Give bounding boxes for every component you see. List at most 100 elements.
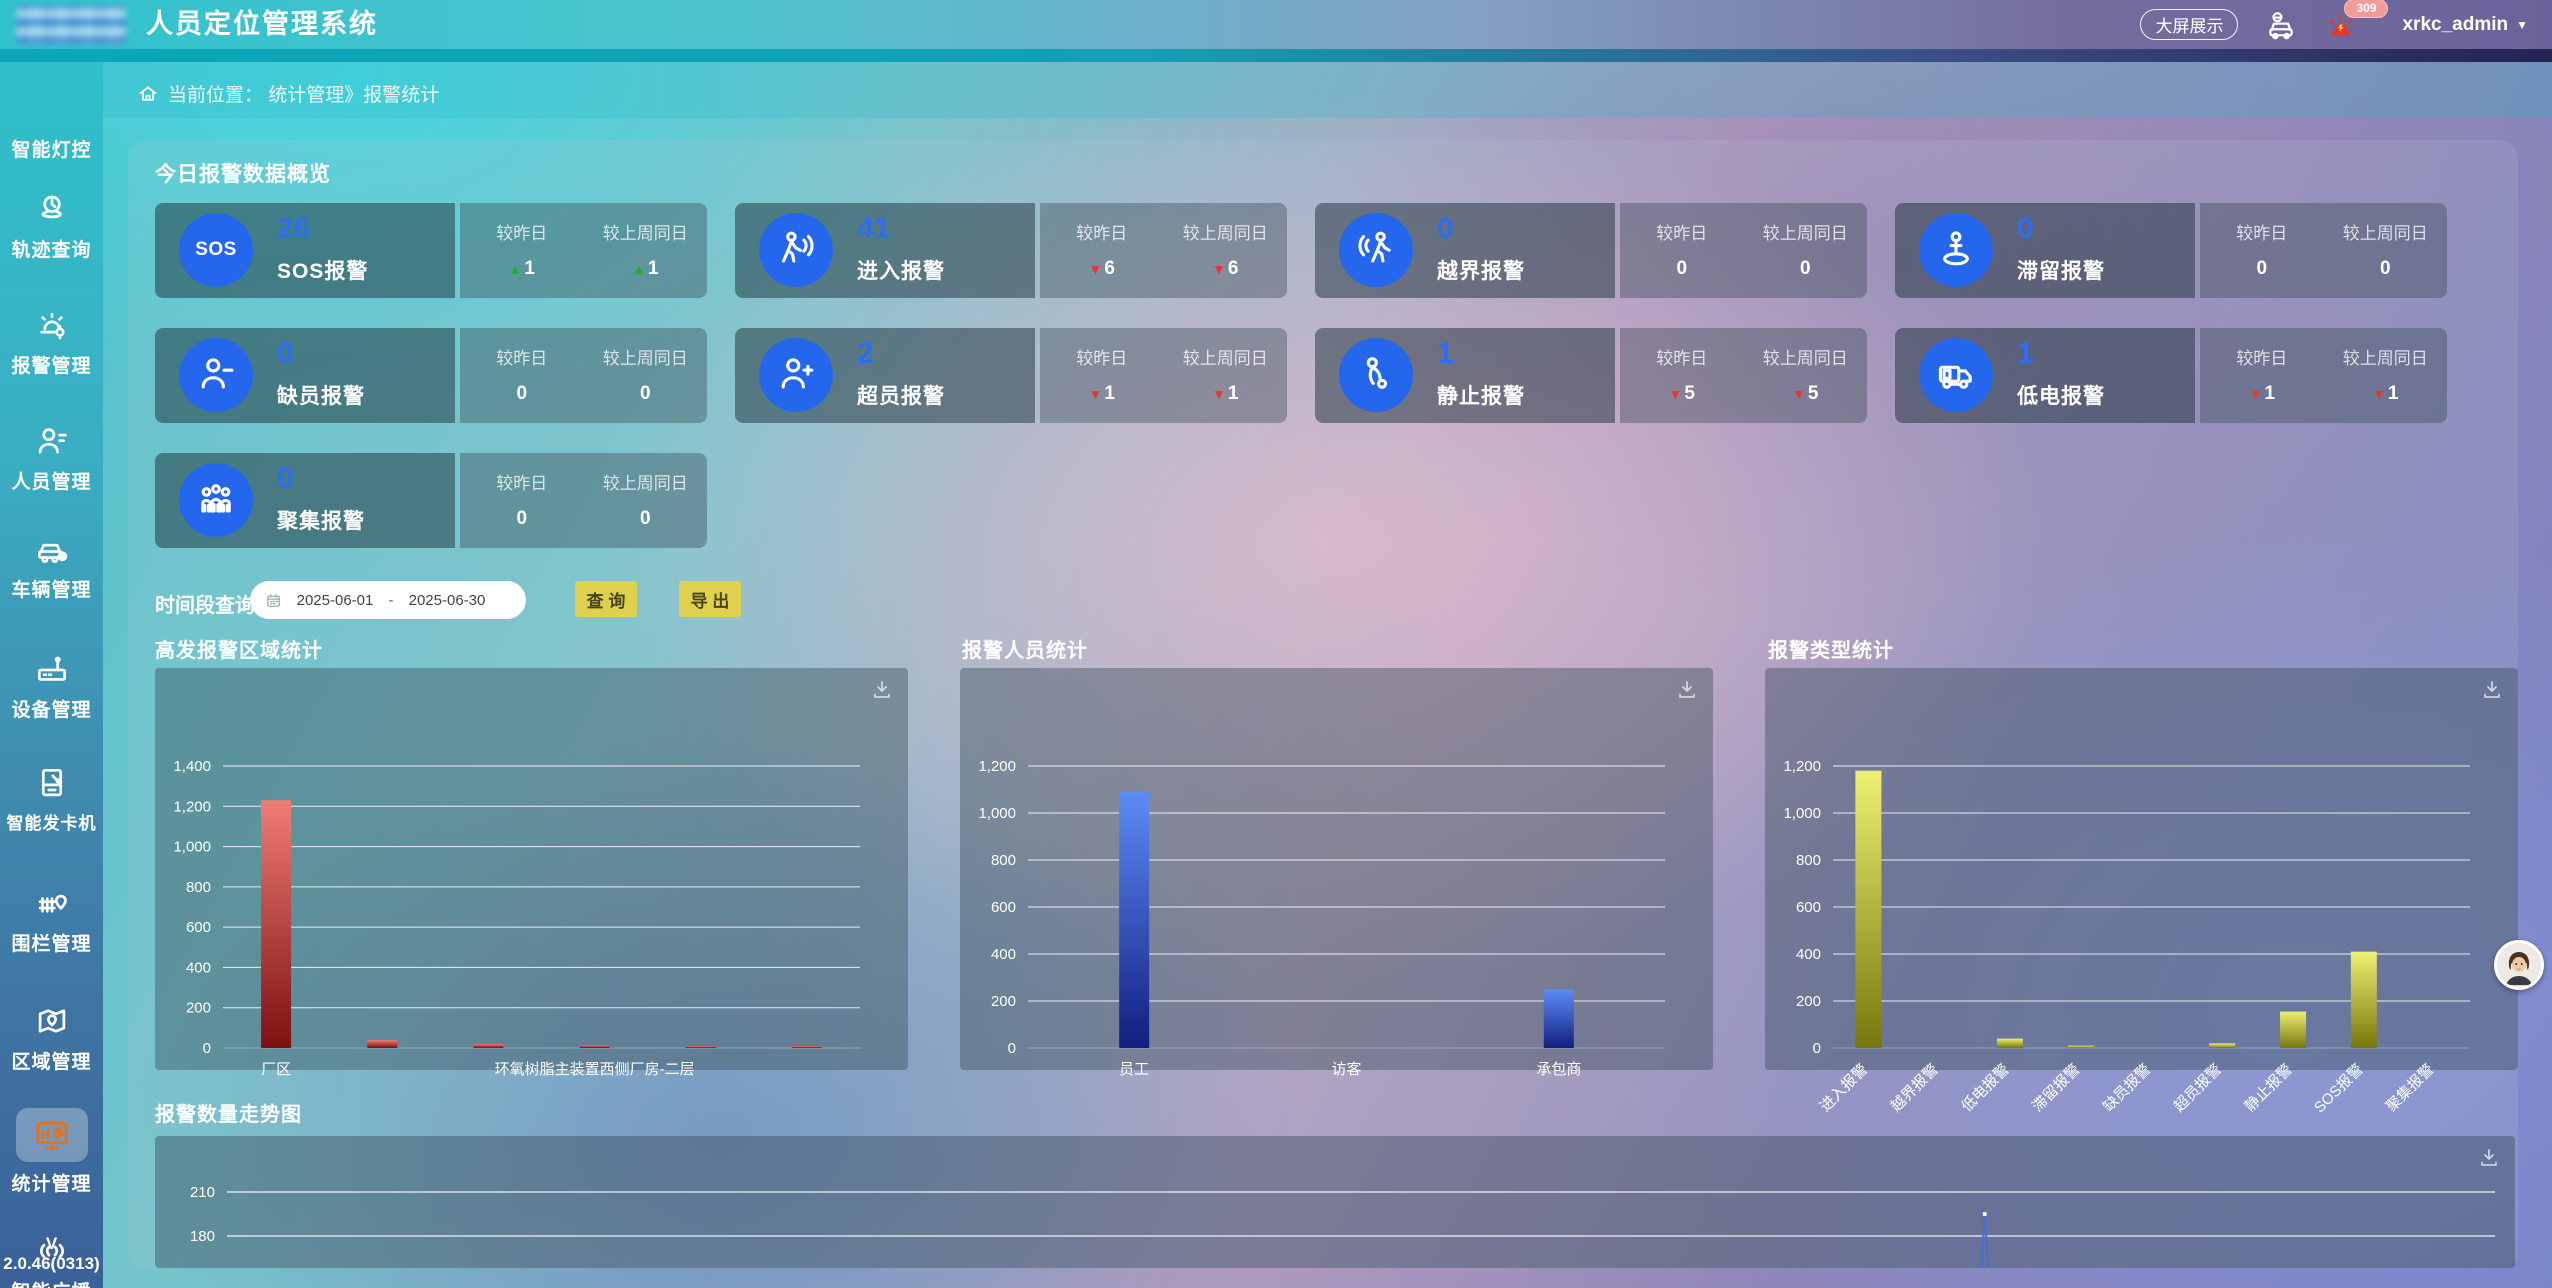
svg-text:静止报警: 静止报警 bbox=[2241, 1061, 2295, 1115]
start-date[interactable]: 2025-06-01 bbox=[296, 591, 374, 609]
time-range-label: 时间段查询： bbox=[155, 595, 275, 617]
bar-chart-svg: 0 200 400 600 800 1,000 1,200 进入报警 越界报警 低电报警 滞留报警缺… bbox=[1783, 758, 2470, 1116]
person-manage-icon bbox=[33, 422, 71, 460]
download-icon[interactable] bbox=[2480, 678, 2504, 702]
trend-line bbox=[1980, 1213, 1990, 1268]
svg-text:180: 180 bbox=[190, 1228, 215, 1245]
download-icon[interactable] bbox=[870, 678, 894, 702]
card-label: 缺员报警 bbox=[277, 385, 365, 408]
sidebar-item-label: 报警管理 bbox=[11, 356, 92, 377]
cross-border-alarm-icon bbox=[1339, 213, 1413, 287]
bar[interactable] bbox=[261, 800, 292, 1048]
bar[interactable] bbox=[2350, 951, 2377, 1048]
chart-title-person: 报警人员统计 bbox=[962, 640, 1088, 662]
overview-card: 1 低电报警 较昨日 ▼ 1 较上周同日 ▼ 1 bbox=[1895, 328, 2447, 423]
bar[interactable] bbox=[367, 1039, 398, 1048]
vehicle-monitor-icon[interactable] bbox=[2264, 8, 2298, 42]
bar[interactable] bbox=[791, 1045, 822, 1048]
svg-text:环氧树脂主装置西侧厂房-二层: 环氧树脂主装置西侧厂房-二层 bbox=[495, 1061, 695, 1078]
bar[interactable] bbox=[1543, 989, 1574, 1048]
bar[interactable] bbox=[685, 1045, 716, 1048]
card-main: 2 超员报警 bbox=[735, 328, 1035, 423]
card-main: SOS 26 SOS报警 bbox=[155, 203, 455, 298]
sidebar-item-device-manage[interactable]: 设备管理 bbox=[0, 650, 103, 722]
card-value: 41 bbox=[857, 212, 891, 245]
bar[interactable] bbox=[1119, 791, 1150, 1048]
card-label: 静止报警 bbox=[1437, 385, 1525, 408]
bar[interactable] bbox=[579, 1044, 610, 1048]
overview-card: 41 进入报警 较昨日 ▼ 6 较上周同日 ▼ 6 bbox=[735, 203, 1287, 298]
svg-text:1,200: 1,200 bbox=[173, 798, 211, 815]
bar[interactable] bbox=[2280, 1011, 2307, 1048]
compare-yesterday-label: 较昨日 bbox=[2236, 224, 2288, 243]
compare-lastweek-value: ▼ 5 bbox=[1792, 383, 1819, 404]
sidebar-item-alarm-manage[interactable]: 报警管理 bbox=[0, 306, 103, 378]
sidebar-item-label: 设备管理 bbox=[11, 700, 92, 721]
bar[interactable] bbox=[1996, 1038, 2023, 1048]
sidebar-item-person-manage[interactable]: 人员管理 bbox=[0, 422, 103, 494]
date-range-input[interactable]: 2025-06-01 - 2025-06-30 bbox=[250, 581, 526, 619]
bar[interactable] bbox=[1855, 770, 1882, 1048]
sidebar-item-area-manage[interactable]: 区域管理 bbox=[0, 1002, 103, 1074]
card-label: 越界报警 bbox=[1437, 260, 1525, 283]
overview-card: 0 越界报警 较昨日 0 较上周同日 0 bbox=[1315, 203, 1867, 298]
sidebar-item-light-control[interactable]: 智能灯控 bbox=[0, 128, 103, 162]
arrow-down-icon: ▼ bbox=[1668, 386, 1683, 402]
area-manage-icon bbox=[33, 1002, 71, 1040]
compare-lastweek-value: ▼ 1 bbox=[1212, 383, 1239, 404]
compare-lastweek-label: 较上周同日 bbox=[2342, 349, 2428, 368]
bar[interactable] bbox=[473, 1043, 504, 1048]
sidebar-item-fence-manage[interactable]: 围栏管理 bbox=[0, 884, 103, 956]
sidebar-item-vehicle-manage[interactable]: 车辆管理 bbox=[0, 530, 103, 602]
svg-text:0: 0 bbox=[203, 1040, 211, 1057]
card-value: 1 bbox=[1437, 337, 1454, 370]
username: xrkc_admin bbox=[2402, 13, 2509, 35]
statistics-manage-icon bbox=[32, 1115, 72, 1155]
alarm-trend-chart: 210 180 bbox=[155, 1136, 2515, 1268]
breadcrumb-band bbox=[103, 62, 2552, 118]
svg-text:200: 200 bbox=[1796, 993, 1821, 1010]
svg-text:缺员报警: 缺员报警 bbox=[2100, 1061, 2154, 1115]
compare-yesterday-label: 较昨日 bbox=[1656, 349, 1708, 368]
chart-title-area: 高发报警区域统计 bbox=[155, 640, 323, 662]
download-icon[interactable] bbox=[1675, 678, 1699, 702]
end-date[interactable]: 2025-06-30 bbox=[408, 591, 486, 609]
svg-text:厂区: 厂区 bbox=[261, 1061, 291, 1078]
fence-manage-icon bbox=[33, 884, 71, 922]
compare-yesterday-value: ▼ 1 bbox=[2248, 383, 2275, 404]
big-screen-button[interactable]: 大屏展示 bbox=[2140, 9, 2239, 40]
card-main: 41 进入报警 bbox=[735, 203, 1035, 298]
sidebar-item-label: 统计管理 bbox=[11, 1174, 92, 1195]
bar[interactable] bbox=[2209, 1043, 2236, 1048]
svg-text:600: 600 bbox=[991, 899, 1016, 916]
arrow-down-icon: ▼ bbox=[1792, 386, 1806, 402]
data-point-marker[interactable] bbox=[1981, 1210, 1988, 1218]
alarm-manage-icon bbox=[33, 306, 71, 344]
assistant-avatar[interactable] bbox=[2494, 940, 2544, 990]
svg-text:1,000: 1,000 bbox=[978, 805, 1016, 822]
svg-text:员工: 员工 bbox=[1119, 1061, 1149, 1078]
compare-yesterday-value: 0 bbox=[516, 508, 528, 529]
sidebar-item-track-query[interactable]: 轨迹查询 bbox=[0, 190, 103, 262]
overview-title: 今日报警数据概览 bbox=[155, 163, 331, 186]
card-comparison: 较昨日 ▼ 5 较上周同日 ▼ 5 bbox=[1620, 328, 1867, 423]
chart-title-trend: 报警数量走势图 bbox=[155, 1104, 302, 1126]
sidebar-item-statistics-manage[interactable]: 统计管理 bbox=[0, 1108, 103, 1196]
sidebar-item-card-dispenser[interactable]: 智能发卡机 bbox=[0, 764, 103, 834]
export-button[interactable]: 导 出 bbox=[679, 581, 741, 617]
alarm-notifications[interactable]: 309 bbox=[2324, 0, 2389, 42]
bar[interactable] bbox=[2067, 1045, 2094, 1048]
search-button[interactable]: 查 询 bbox=[575, 581, 637, 617]
linger-alarm-icon bbox=[1919, 213, 1993, 287]
user-menu[interactable]: xrkc_admin ▼ bbox=[2402, 14, 2528, 36]
card-value: 0 bbox=[1437, 212, 1454, 245]
sidebar-item-broadcast[interactable]: 智能广播 bbox=[0, 1232, 103, 1288]
header-divider bbox=[0, 49, 2552, 62]
broadcast-icon bbox=[33, 1232, 71, 1270]
compare-yesterday-label: 较昨日 bbox=[1656, 224, 1708, 243]
sos-icon: SOS bbox=[179, 213, 253, 287]
compare-lastweek-label: 较上周同日 bbox=[602, 474, 688, 493]
svg-text:200: 200 bbox=[186, 1000, 211, 1017]
sidebar-item-label: 智能广播 bbox=[0, 1277, 103, 1288]
download-icon[interactable] bbox=[2477, 1146, 2501, 1170]
